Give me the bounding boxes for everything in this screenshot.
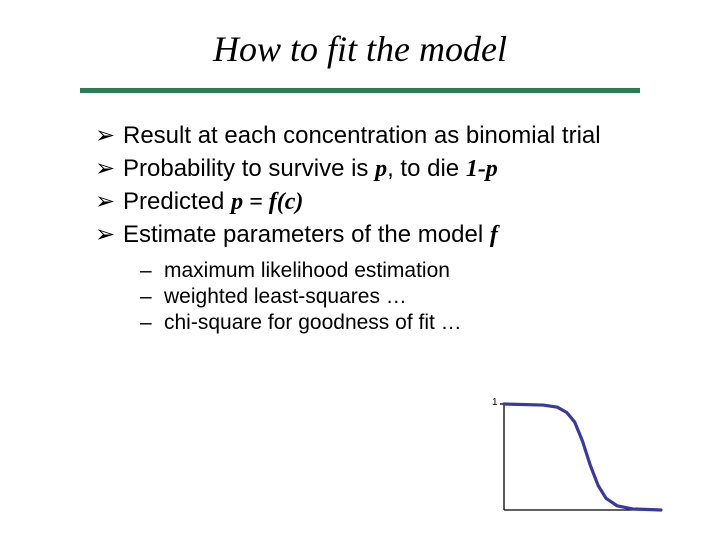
sub-bullet-list: –maximum likelihood estimation–weighted …: [0, 259, 720, 335]
sub-bullet-item: –weighted least-squares …: [140, 285, 720, 309]
chart-y-axis-label: 1: [492, 397, 498, 408]
bullet-arrow-icon: ➢: [95, 220, 123, 249]
survival-curve-chart: 1: [490, 398, 665, 518]
sub-bullet-item: –chi-square for goodness of fit …: [140, 311, 720, 335]
title-underline: [80, 88, 640, 93]
sub-bullet-dash-icon: –: [140, 311, 164, 335]
sub-bullet-text: chi-square for goodness of fit …: [164, 311, 462, 335]
bullet-item: ➢Result at each concentration as binomia…: [95, 121, 680, 150]
bullet-text: Probability to survive is p, to die 1-p: [123, 155, 498, 183]
bullet-text: Result at each concentration as binomial…: [123, 122, 601, 150]
bullet-item: ➢Probability to survive is p, to die 1-p: [95, 154, 680, 183]
bullet-arrow-icon: ➢: [95, 187, 123, 216]
main-bullet-list: ➢Result at each concentration as binomia…: [0, 121, 720, 249]
sub-bullet-dash-icon: –: [140, 285, 164, 309]
sub-bullet-text: weighted least-squares …: [164, 285, 407, 309]
bullet-text: Estimate parameters of the model f: [123, 221, 498, 249]
bullet-arrow-icon: ➢: [95, 154, 123, 183]
bullet-item: ➢Predicted p = f(c): [95, 187, 680, 216]
sub-bullet-text: maximum likelihood estimation: [164, 259, 450, 283]
bullet-arrow-icon: ➢: [95, 121, 123, 150]
sub-bullet-dash-icon: –: [140, 259, 164, 283]
chart-svg: [490, 398, 665, 518]
page-title: How to fit the model: [0, 0, 720, 88]
bullet-item: ➢Estimate parameters of the model f: [95, 220, 680, 249]
sub-bullet-item: –maximum likelihood estimation: [140, 259, 720, 283]
bullet-text: Predicted p = f(c): [123, 188, 303, 216]
